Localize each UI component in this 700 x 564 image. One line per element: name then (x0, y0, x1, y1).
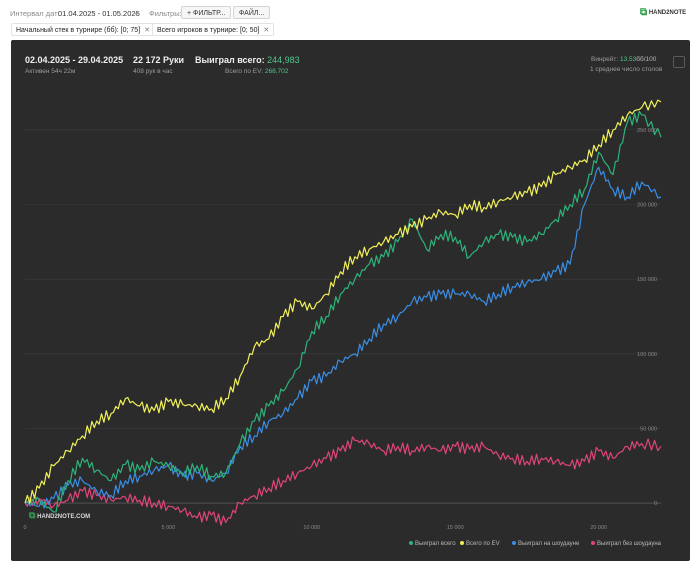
filters-label: Фильтры: (149, 9, 182, 18)
legend-item-showdown[interactable]: Выиграл на шоудауне (512, 541, 579, 547)
series-line-2 (24, 166, 662, 509)
filter-button-label: ФИЛЬТР... (193, 10, 226, 17)
filter-chip-players[interactable]: Всего игроков в турнире: [0; 50] ✕ (152, 23, 275, 36)
close-icon[interactable]: ✕ (263, 27, 270, 34)
x-tick-label: 0 (23, 525, 26, 531)
legend-dot (512, 541, 516, 546)
file-button[interactable]: ФАЙЛ... (233, 6, 271, 19)
y-tick-label: 200 000 (637, 203, 657, 209)
toolbar: Интервал дат: 01.04.2025 - 01.05.2025 ⌄ … (0, 0, 700, 22)
legend-dot (409, 541, 413, 546)
filter-button[interactable]: + ФИЛЬТР... (181, 6, 232, 19)
legend-item-won[interactable]: Выиграл всего (409, 541, 456, 547)
ev-total: Всего по EV: 268,702 (225, 68, 288, 75)
x-tick-label: 5 000 (162, 525, 176, 531)
ev-total-label: Всего по EV: (225, 68, 264, 75)
legend-dot (460, 541, 464, 546)
y-tick-label: 50 000 (640, 426, 657, 432)
date-range-label: Интервал дат: (10, 9, 60, 18)
bankroll-chart: 0 50 000 100 000 150 000 200 000 250 000 0 5 0… (23, 99, 662, 531)
y-axis: 0 50 000 100 000 150 000 200 000 250 000 (637, 128, 657, 507)
graph-panel: 02.04.2025 - 29.04.2025 Активен 54ч 22м … (11, 40, 690, 561)
series-lines (24, 99, 662, 526)
close-icon[interactable]: ✕ (144, 27, 151, 34)
filter-chip-label: Всего игроков в турнире: [0; 50] (157, 27, 260, 34)
winrate-unit: бб/100 (636, 56, 657, 63)
winrate-value: 13.53 (620, 56, 637, 63)
active-time: Активен 54ч 22м (25, 68, 76, 75)
date-range-picker[interactable]: 01.04.2025 - 01.05.2025 (58, 9, 140, 18)
series-line-1 (24, 99, 662, 504)
plus-icon: + (187, 10, 192, 17)
y-tick-label: 250 000 (637, 128, 657, 134)
expand-icon[interactable] (673, 56, 685, 68)
x-tick-label: 20 000 (590, 525, 607, 531)
grid (25, 129, 661, 504)
tables-avg: 1 среднее число столов (590, 66, 663, 73)
hands-per-hour: 408 рук в час (133, 68, 173, 75)
series-line-0 (24, 110, 662, 513)
won-total-value: 244,983 (267, 55, 300, 65)
filter-chip-start-stack[interactable]: Начальный стек в турнире (бб): [0; 75] ✕ (11, 23, 156, 36)
y-tick-label: 0 (654, 501, 657, 507)
logo-icon: ⧉ (29, 510, 36, 520)
period-range: 02.04.2025 - 29.04.2025 (25, 55, 124, 65)
hand2note-logo: ⧉ HAND2NOTE (640, 7, 687, 18)
won-total: Выиграл всего: 244,983 (195, 55, 300, 65)
winrate-label: Винрейт: (591, 56, 619, 63)
legend-item-non-showdown[interactable]: Выиграл без шоудауна (591, 541, 661, 547)
logo-icon: ⧉ (640, 7, 648, 18)
legend-item-ev[interactable]: Всего по EV (460, 541, 500, 547)
winrate: Винрейт: 13.53бб/100 (591, 56, 656, 63)
legend-dot (591, 541, 595, 546)
x-axis: 0 5 000 10 000 15 000 20 000 (23, 525, 607, 531)
hands-count: 22 172 Руки (133, 55, 185, 65)
ev-total-value: 268,702 (264, 68, 289, 75)
file-button-label: ФАЙЛ... (239, 10, 265, 17)
x-tick-label: 10 000 (303, 525, 320, 531)
y-tick-label: 100 000 (637, 352, 657, 358)
y-tick-label: 150 000 (637, 277, 657, 283)
filter-chip-label: Начальный стек в турнире (бб): [0; 75] (16, 27, 141, 34)
chevron-down-icon[interactable]: ⌄ (133, 8, 140, 17)
x-tick-label: 15 000 (447, 525, 464, 531)
series-line-3 (24, 436, 662, 526)
watermark-logo: ⧉ HAND2NOTE.COM (29, 510, 91, 520)
won-total-label: Выиграл всего: (195, 55, 265, 65)
